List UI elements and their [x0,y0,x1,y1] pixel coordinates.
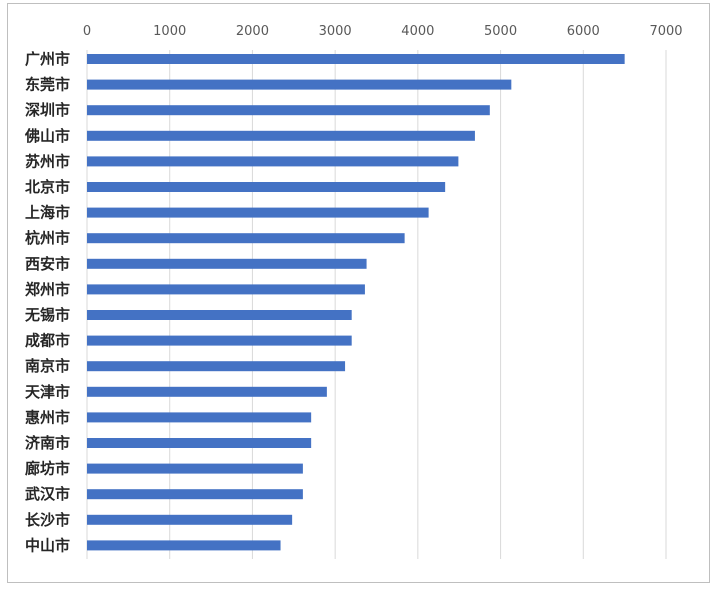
bar [87,310,352,320]
bar [87,130,475,141]
bar [87,438,312,448]
bar [87,361,346,372]
x-tick-label: 4000 [401,24,434,39]
category-label: 广州市 [25,50,70,68]
bar [87,514,293,525]
category-label: 北京市 [25,178,70,196]
bar [87,258,367,269]
bar [87,463,303,474]
category-label: 南京市 [25,357,70,375]
bar [87,207,429,218]
category-label: 西安市 [25,255,70,273]
category-label: 佛山市 [24,127,70,145]
category-label: 廊坊市 [25,460,70,478]
bar [87,182,446,192]
bar [87,233,405,244]
category-label: 深圳市 [25,101,70,119]
gridlines [86,50,667,559]
bar [87,489,303,500]
category-label: 长沙市 [25,511,70,529]
category-label: 惠州市 [25,408,70,426]
x-tick-labels: 0 1000 2000 3000 4000 5000 6000 7000 [83,24,683,39]
x-tick-label: 7000 [649,24,682,39]
category-labels: 广州市东莞市深圳市佛山市苏州市北京市上海市杭州市西安市郑州市无锡市成都市南京市天… [24,50,70,554]
x-tick-label: 2000 [236,24,269,39]
bar [87,105,490,116]
bar [87,284,365,295]
category-label: 苏州市 [25,152,70,170]
bar [87,156,459,167]
x-tick-label: 6000 [567,24,600,39]
category-label: 天津市 [25,383,70,401]
bar [87,335,352,346]
bar [87,386,327,397]
category-label: 成都市 [25,332,70,350]
bar [87,54,625,64]
x-tick-label: 5000 [484,24,517,39]
category-label: 中山市 [25,536,70,554]
category-label: 武汉市 [25,485,70,503]
bar [87,412,312,423]
bars [87,54,625,551]
bar [87,79,512,90]
category-label: 郑州市 [25,280,70,298]
x-tick-label: 0 [83,24,91,39]
category-label: 杭州市 [25,229,70,247]
category-label: 济南市 [25,434,70,452]
category-label: 上海市 [25,204,70,222]
bar [87,540,281,551]
category-label: 无锡市 [24,306,70,324]
category-label: 东莞市 [25,76,70,94]
x-tick-label: 3000 [319,24,352,39]
x-tick-label: 1000 [153,24,186,39]
